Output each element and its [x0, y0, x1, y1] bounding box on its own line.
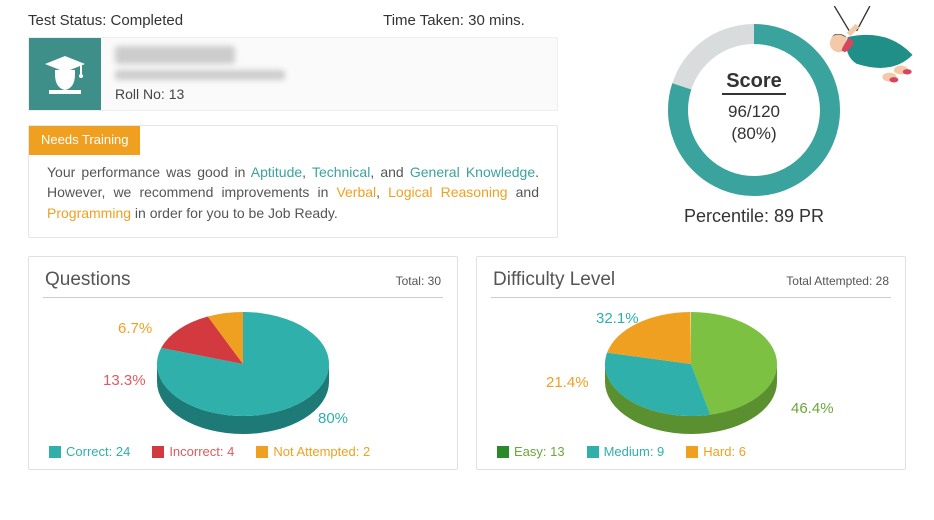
slice-pct-label: 46.4%	[791, 400, 834, 417]
time-taken: Time Taken: 30 mins.	[383, 12, 525, 29]
user-info: Roll No: 13	[101, 40, 557, 108]
legend-item: Easy: 13	[497, 444, 565, 459]
slice-pct-label: 6.7%	[118, 320, 152, 337]
status-value: Completed	[111, 12, 184, 29]
difficulty-legend: Easy: 13 Medium: 9 Hard: 6	[491, 444, 891, 459]
slice-pct-label: 13.3%	[103, 372, 146, 389]
avatar	[29, 38, 101, 110]
user-card: Roll No: 13	[28, 37, 558, 111]
legend-item: Medium: 9	[587, 444, 665, 459]
legend-item: Correct: 24	[49, 444, 130, 459]
score-label: Score	[722, 70, 786, 95]
user-email-blurred	[115, 70, 285, 80]
test-status: Test Status: Completed	[28, 12, 183, 29]
score-pct: (80%)	[666, 123, 842, 145]
improve-topic: Logical Reasoning	[388, 184, 507, 200]
questions-title: Questions	[45, 269, 131, 291]
graduate-icon	[41, 50, 89, 98]
slice-pct-label: 80%	[318, 410, 348, 427]
improve-topic: Verbal	[336, 184, 376, 200]
time-label: Time Taken:	[383, 12, 468, 29]
roll-no: Roll No: 13	[115, 86, 543, 102]
good-topic: Technical	[312, 164, 370, 180]
questions-chart-card: Questions Total: 30 80% 13.3% 6.7% Correct…	[28, 256, 458, 470]
user-name-blurred	[115, 46, 235, 64]
feedback-box: Needs Training Your performance was good…	[28, 125, 558, 238]
status-label: Test Status:	[28, 12, 111, 29]
needs-training-badge: Needs Training	[29, 126, 140, 155]
questions-total: Total: 30	[396, 274, 441, 288]
difficulty-chart-card: Difficulty Level Total Attempted: 28 46.…	[476, 256, 906, 470]
difficulty-total: Total Attempted: 28	[786, 274, 889, 288]
percentile: Percentile: 89 PR	[624, 206, 884, 227]
improve-topic: Programming	[47, 205, 131, 221]
questions-legend: Correct: 24 Incorrect: 4 Not Attempted: 2	[43, 444, 443, 459]
time-value: 30 mins.	[468, 12, 525, 29]
legend-item: Not Attempted: 2	[256, 444, 370, 459]
slice-pct-label: 32.1%	[596, 310, 639, 327]
difficulty-title: Difficulty Level	[493, 269, 615, 291]
legend-item: Incorrect: 4	[152, 444, 234, 459]
good-topic: Aptitude	[251, 164, 302, 180]
flying-person-icon	[806, 6, 916, 86]
legend-item: Hard: 6	[686, 444, 746, 459]
score-value: 96/120	[666, 101, 842, 123]
good-topic: General Knowledge	[410, 164, 535, 180]
slice-pct-label: 21.4%	[546, 374, 589, 391]
